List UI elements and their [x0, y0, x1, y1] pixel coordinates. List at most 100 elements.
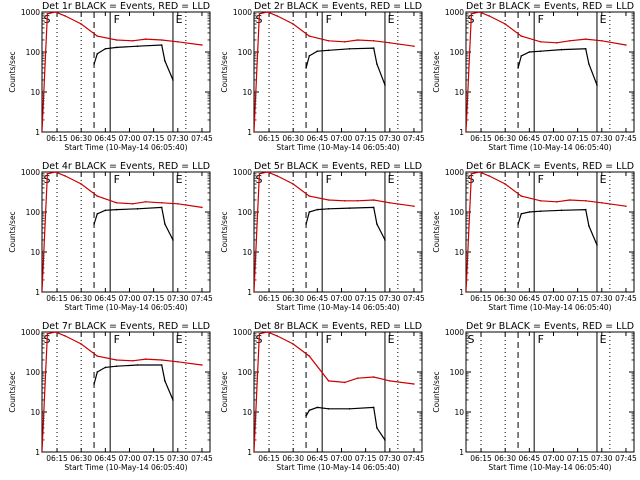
- events-data-point: [93, 223, 95, 225]
- y-tick-label: 1000: [445, 8, 464, 17]
- x-tick-label: 06:15: [470, 454, 492, 463]
- lld-data-point: [266, 11, 269, 13]
- events-data-point: [539, 210, 542, 212]
- lld-data-point: [258, 333, 261, 335]
- events-data-point: [308, 211, 311, 213]
- x-tick-label: 07:00: [119, 134, 141, 143]
- x-tick-label: 07:45: [191, 294, 213, 303]
- lld-series-line: [254, 12, 414, 132]
- lld-data-point: [177, 203, 179, 205]
- lld-data-point: [470, 13, 473, 15]
- lld-data-point: [258, 13, 261, 15]
- lld-data-point: [96, 195, 99, 197]
- x-tick-label: 07:30: [591, 134, 613, 143]
- lld-data-point: [80, 343, 82, 345]
- events-data-point: [560, 48, 563, 51]
- marker-e: E: [600, 173, 607, 186]
- chart-title: Det 2r BLACK = Events, RED = LLD: [254, 1, 422, 12]
- lld-data-point: [144, 358, 147, 360]
- marker-f: F: [326, 13, 332, 26]
- events-data-point: [115, 208, 118, 211]
- events-data-point: [327, 49, 330, 52]
- chart-panel-7: Det 7r BLACK = Events, RED = LLD 1 10 100 10…: [8, 321, 213, 472]
- y-tick-label: 100: [238, 48, 253, 57]
- x-tick-label: 06:30: [282, 294, 304, 303]
- lld-data-point: [160, 202, 163, 204]
- x-tick-label: 07:15: [143, 294, 165, 303]
- x-tick-label: 07:30: [591, 294, 613, 303]
- x-tick-label: 07:45: [191, 454, 213, 463]
- marker-e: E: [176, 13, 183, 26]
- chart-panel-6: Det 6r BLACK = Events, RED = LLD 1 10 100 10…: [432, 161, 637, 312]
- x-tick-label: 07:30: [591, 454, 613, 463]
- x-tick-label: 07:15: [567, 294, 589, 303]
- lld-series-line: [42, 172, 202, 292]
- marker-e: E: [600, 333, 607, 346]
- events-data-point: [584, 48, 587, 50]
- y-tick-label: 1: [35, 288, 40, 297]
- lld-data-point: [555, 42, 558, 44]
- x-tick-label: 07:30: [167, 294, 189, 303]
- x-tick-label: 07:30: [167, 134, 189, 143]
- lld-data-point: [131, 360, 134, 362]
- lld-data-point: [258, 173, 261, 175]
- events-data-point: [316, 50, 319, 52]
- lld-data-point: [488, 15, 490, 17]
- events-data-point: [384, 439, 386, 441]
- lld-data-point: [555, 201, 558, 203]
- lld-data-point: [292, 343, 295, 345]
- x-tick-label: 07:00: [119, 454, 141, 463]
- events-series-line: [517, 48, 598, 86]
- y-tick-label: 1: [459, 128, 464, 137]
- x-tick-label: 06:15: [470, 294, 492, 303]
- lld-data-point: [253, 131, 255, 133]
- x-tick-label: 06:45: [95, 294, 117, 303]
- events-data-point: [596, 84, 598, 86]
- events-data-point: [384, 239, 386, 241]
- x-tick-label: 06:15: [258, 294, 280, 303]
- events-data-point: [372, 406, 375, 409]
- x-axis-label: Start Time (10-May-14 06:05:40): [488, 143, 611, 152]
- events-data-point: [528, 211, 531, 213]
- x-tick-label: 07:00: [331, 454, 353, 463]
- lld-data-point: [584, 200, 587, 202]
- lld-data-point: [115, 202, 118, 204]
- marker-e: E: [388, 333, 395, 346]
- plot-frame: [253, 171, 423, 293]
- lld-data-point: [253, 451, 255, 453]
- events-data-point: [160, 44, 163, 46]
- chart-panel-2: Det 2r BLACK = Events, RED = LLD 1 10 100 10…: [220, 1, 425, 152]
- x-tick-label: 06:30: [70, 134, 92, 143]
- y-axis-label: Counts/sec: [8, 371, 17, 412]
- chart-title: Det 4r BLACK = Events, RED = LLD: [42, 161, 210, 172]
- lld-data-point: [276, 15, 278, 17]
- lld-series-line: [254, 172, 414, 292]
- events-data-point: [96, 371, 99, 373]
- y-axis-label: Counts/sec: [8, 51, 17, 92]
- y-axis-label: Counts/sec: [220, 371, 229, 412]
- lld-data-point: [160, 359, 163, 361]
- lld-data-point: [327, 199, 330, 201]
- y-tick-label: 100: [450, 208, 465, 217]
- x-axis-label: Start Time (10-May-14 06:05:40): [488, 463, 611, 472]
- plot-frame: [41, 331, 211, 453]
- chart-title: Det 9r BLACK = Events, RED = LLD: [466, 321, 634, 332]
- events-data-point: [520, 213, 523, 215]
- y-axis-label: Counts/sec: [220, 51, 229, 92]
- lld-data-point: [64, 15, 66, 17]
- y-tick-label: 1: [35, 128, 40, 137]
- lld-data-point: [64, 335, 66, 337]
- events-data-point: [372, 206, 375, 209]
- events-data-point: [164, 380, 166, 382]
- x-tick-label: 07:30: [379, 134, 401, 143]
- lld-data-point: [115, 39, 118, 41]
- lld-data-point: [568, 40, 571, 42]
- events-series-line: [305, 406, 386, 441]
- x-tick-label: 07:00: [543, 134, 565, 143]
- chart-panel-8: Det 8r BLACK = Events, RED = LLD 1 10 100 10…: [220, 321, 425, 472]
- lld-data-point: [327, 380, 330, 382]
- lld-data-point: [327, 40, 330, 42]
- lld-data-point: [356, 39, 359, 41]
- lld-data-point: [308, 195, 311, 197]
- lld-data-point: [478, 171, 481, 173]
